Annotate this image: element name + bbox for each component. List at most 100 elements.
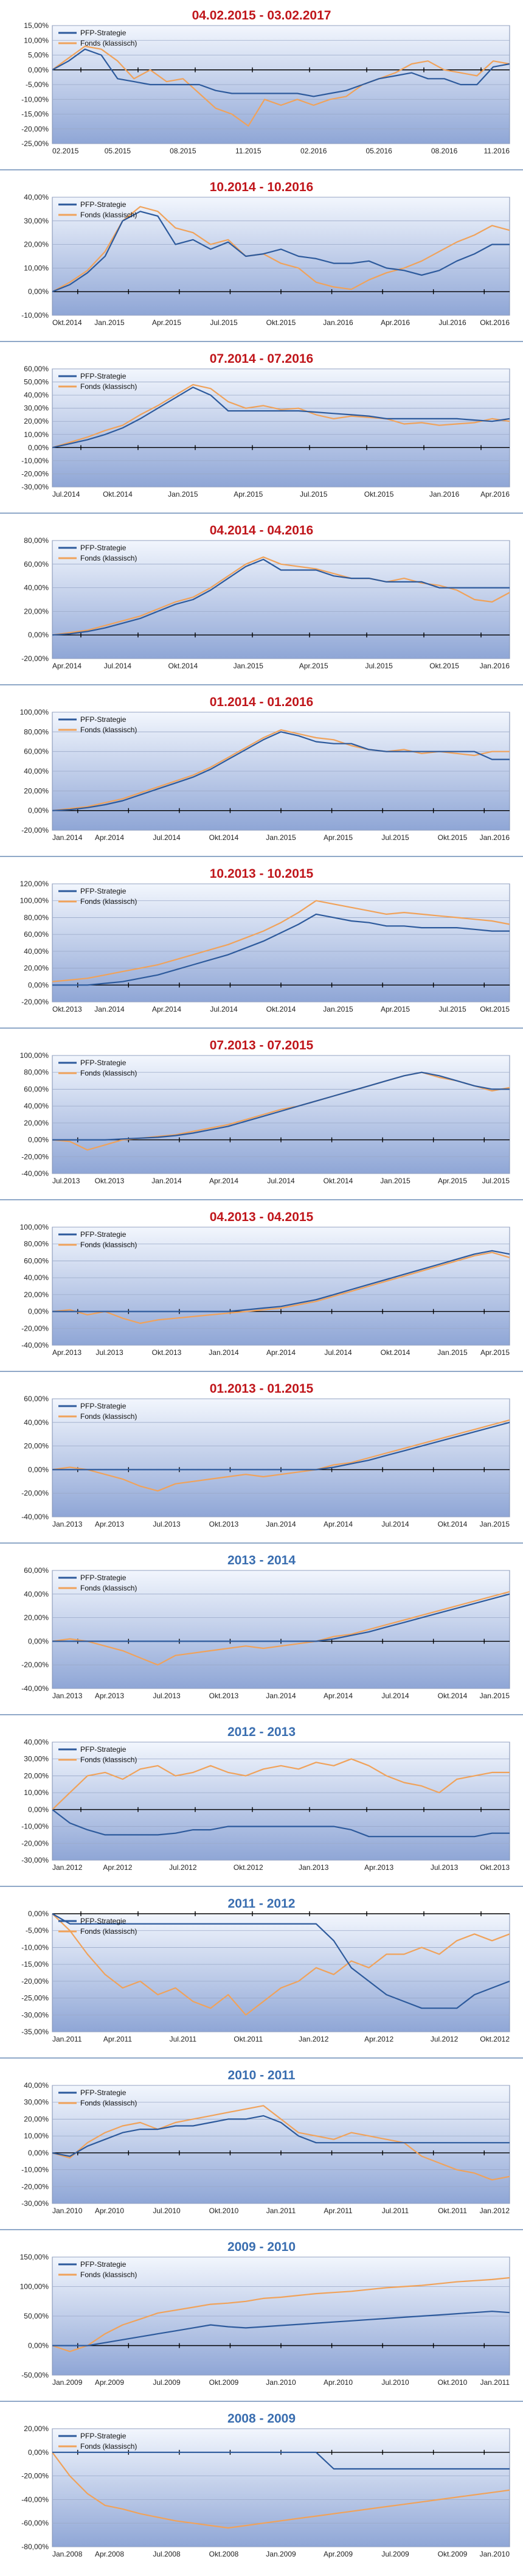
chart-title: 04.2014 - 04.2016 (209, 523, 314, 537)
y-tick-label: 60,00% (24, 365, 49, 373)
panel-separator (0, 1714, 523, 1715)
legend: PFP-Strategie Fonds (klassisch) (58, 29, 137, 47)
chart-panel: 04.2014 - 04.2016 80,00% 60,00% 40,00% 20,00… (0, 515, 523, 687)
chart-title: 01.2014 - 01.2016 (209, 695, 314, 709)
x-tick-label: Jul.2014 (52, 490, 80, 499)
y-tick-label: 0,00% (28, 1805, 49, 1814)
x-tick-label: Okt.2012 (234, 1863, 263, 1872)
plot-area (52, 1570, 510, 1689)
x-tick-label: Jul.2013 (153, 1692, 181, 1700)
y-tick-label: 0,00% (28, 2149, 49, 2157)
x-tick-label: Okt.2014 (324, 1177, 353, 1185)
line-chart: 15,00% 10,00% 5,00% 0,00% -5,00% -10,00% -15,0… (21, 22, 510, 155)
chart-title: 10.2014 - 10.2016 (209, 180, 314, 194)
legend: PFP-Strategie Fonds (klassisch) (58, 372, 137, 391)
series-line-fund (52, 1758, 510, 1810)
chart-panel: 07.2014 - 07.2016 60,00% 50,00% 40,00% 30,00… (0, 343, 523, 515)
x-tick-label: Apr.2010 (95, 2207, 124, 2215)
y-tick-label: -20,00% (21, 2472, 49, 2480)
legend: PFP-Strategie Fonds (klassisch) (58, 544, 137, 562)
y-tick-label: -50,00% (21, 2371, 49, 2379)
chart-panel: 2009 - 2010 150,00% 100,00% 50,00% 0,00% -50,… (0, 2231, 523, 2403)
panel-separator (0, 856, 523, 857)
chart-panel: 10.2014 - 10.2016 40,00% 30,00% 20,00% 10,00… (0, 172, 523, 343)
x-tick-label: Jan.2009 (266, 2550, 296, 2558)
x-tick-label: Jul.2016 (438, 318, 466, 327)
chart-title: 07.2013 - 07.2015 (209, 1038, 314, 1052)
chart-title: 2013 - 2014 (227, 1553, 296, 1567)
y-tick-label: 0,00% (28, 1910, 49, 1918)
x-tick-label: 11.2015 (235, 147, 262, 155)
x-tick-label: Jul.2014 (267, 1177, 295, 1185)
legend-label: Fonds (klassisch) (80, 1755, 137, 1764)
series-line-fund (52, 2452, 510, 2529)
x-tick-label: Jul.2013 (52, 1177, 80, 1185)
legend-label: PFP-Strategie (80, 29, 126, 37)
chart-panel: 07.2013 - 07.2015 100,00% 80,00% 60,00% 40,0… (0, 1030, 523, 1202)
plot-area (52, 368, 510, 488)
y-tick-label: 10,00% (24, 36, 49, 44)
x-tick-label: 02.2016 (300, 147, 327, 155)
x-tick-label: 08.2016 (431, 147, 458, 155)
chart-title: 2010 - 2011 (227, 2068, 296, 2082)
line-chart: 60,00% 50,00% 40,00% 30,00% 20,00% 10,00% 0,00… (21, 365, 510, 499)
series-line-strategy (52, 1250, 510, 1312)
y-tick-label: 60,00% (24, 747, 49, 756)
chart-panel: 04.02.2015 - 03.02.2017 15,00% 10,00% 5,00%… (0, 0, 523, 172)
series-line-strategy (52, 1809, 510, 1838)
x-tick-label: Apr.2009 (95, 2378, 124, 2387)
x-tick-label: Apr.2013 (52, 1348, 81, 1357)
plot-area (52, 2428, 510, 2547)
y-tick-label: 80,00% (24, 913, 49, 922)
x-tick-label: Jan.2016 (480, 662, 510, 670)
x-tick-label: 05.2015 (105, 147, 131, 155)
legend-label: Fonds (klassisch) (80, 2442, 137, 2451)
series-line-fund (52, 1591, 510, 1666)
y-tick-label: 20,00% (24, 964, 49, 973)
y-tick-label: -30,00% (21, 483, 49, 491)
x-tick-label: Okt.2013 (480, 1863, 510, 1872)
legend-label: Fonds (klassisch) (80, 554, 137, 562)
y-tick-label: 20,00% (24, 1442, 49, 1451)
panel-separator (0, 2057, 523, 2059)
series-line-strategy (52, 731, 510, 811)
x-tick-label: Apr.2014 (152, 1005, 181, 1013)
x-tick-label: Jan.2015 (480, 1520, 510, 1528)
x-tick-label: Jan.2014 (209, 1348, 239, 1357)
x-tick-label: Jan.2015 (94, 318, 125, 327)
line-chart: 0,00% -5,00% -10,00% -15,00% -20,00% -25,00% -… (21, 1910, 510, 2043)
series-line-strategy (52, 387, 510, 449)
x-tick-label: Apr.2016 (381, 318, 410, 327)
y-tick-label: -20,00% (21, 469, 49, 478)
panel-separator (0, 513, 523, 514)
plot-area (52, 1227, 510, 1346)
legend-label: Fonds (klassisch) (80, 2270, 137, 2279)
series-line-fund (52, 2277, 510, 2353)
legend-label: PFP-Strategie (80, 1573, 126, 1582)
x-tick-label: Apr.2012 (364, 2035, 393, 2043)
x-tick-label: Jan.2013 (52, 1520, 83, 1528)
x-tick-label: Apr.2013 (364, 1863, 393, 1872)
legend-label: Fonds (klassisch) (80, 382, 137, 391)
series-line-fund (52, 1419, 510, 1492)
x-tick-label: 08.2015 (170, 147, 196, 155)
chart-panel: 01.2013 - 01.2015 60,00% 40,00% 20,00% 0,00%… (0, 1373, 523, 1545)
legend-label: Fonds (klassisch) (80, 1241, 137, 1249)
x-tick-label: Jan.2015 (437, 1348, 468, 1357)
x-tick-label: Jul.2014 (381, 1520, 409, 1528)
x-tick-label: Okt.2013 (152, 1348, 182, 1357)
x-tick-label: Jul.2014 (153, 833, 181, 842)
y-tick-label: 100,00% (20, 1223, 49, 1231)
x-tick-label: Jan.2012 (480, 2207, 510, 2215)
x-tick-label: Jan.2011 (266, 2207, 296, 2215)
y-tick-label: -5,00% (26, 1927, 49, 1935)
series-line-strategy (52, 558, 510, 636)
y-tick-label: 40,00% (24, 1102, 49, 1110)
y-tick-label: 30,00% (24, 1755, 49, 1763)
series-line-strategy (52, 1913, 510, 2009)
y-tick-label: -40,00% (21, 2495, 49, 2504)
y-tick-label: 80,00% (24, 727, 49, 736)
y-tick-label: 20,00% (24, 1290, 49, 1299)
y-tick-label: 80,00% (24, 1240, 49, 1248)
x-tick-label: Okt.2010 (438, 2378, 468, 2387)
